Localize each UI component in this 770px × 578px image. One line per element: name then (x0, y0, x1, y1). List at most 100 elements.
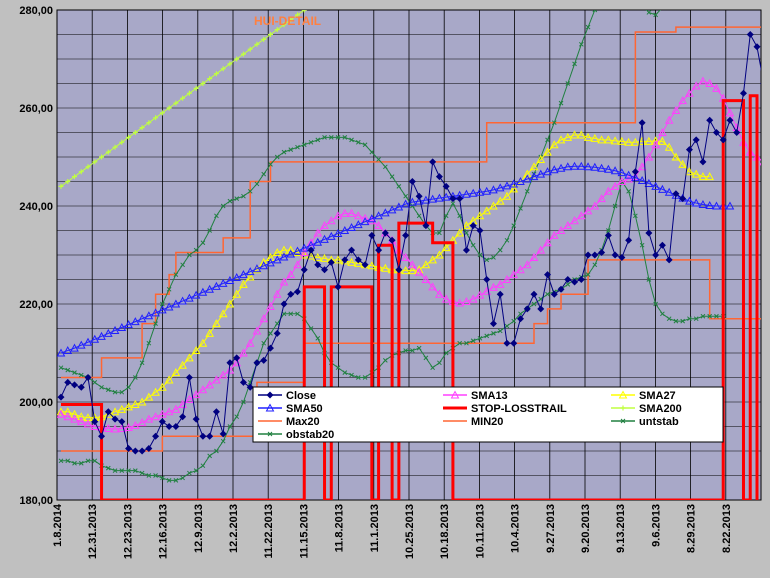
point-sma50 (522, 174, 532, 183)
point-untstab (484, 333, 490, 339)
point-close (537, 305, 545, 313)
point-sma27 (286, 245, 296, 254)
point-sma13 (536, 245, 546, 254)
point-sma13 (293, 260, 302, 269)
point-untstab (349, 372, 354, 378)
point-untstab (410, 348, 415, 353)
point-sma13 (610, 181, 620, 190)
point-sma13 (259, 314, 269, 323)
point-sma200 (99, 154, 105, 160)
point-untstab (545, 291, 550, 297)
point-close (192, 415, 200, 423)
point-sma200 (220, 66, 226, 72)
point-sma13 (455, 298, 465, 307)
point-close (625, 236, 633, 244)
point-obstab20 (166, 286, 172, 292)
point-untstab (443, 350, 449, 356)
series-sma200 (58, 10, 307, 189)
point-close (185, 374, 193, 381)
point-obstab20 (126, 384, 131, 390)
point-sma50 (252, 264, 262, 273)
x-axis-ticks: 1.8.2014 12.31.2013 12.23.2013 12.16.2013 12… (52, 503, 733, 559)
point-close (739, 89, 747, 97)
point-sma13 (272, 289, 282, 298)
point-obstab20 (261, 171, 267, 177)
point-sma27 (218, 309, 228, 318)
point-sma13 (516, 265, 525, 274)
x-tick-label: 12.23.2013 (122, 504, 134, 559)
point-sma50 (83, 337, 93, 346)
point-obstab20 (295, 144, 300, 150)
legend-label: Close (286, 390, 316, 402)
point-sma27 (489, 201, 498, 210)
point-obstab20 (646, 10, 652, 15)
point-close (314, 261, 322, 269)
point-sma200 (85, 164, 91, 170)
point-sma50 (597, 163, 606, 172)
point-sma50 (489, 185, 498, 194)
point-sma50 (232, 272, 242, 282)
point-sma13 (529, 252, 539, 261)
point-sma200 (295, 12, 301, 18)
point-sma13 (279, 277, 289, 286)
point-sma50 (387, 205, 397, 214)
point-obstab20 (207, 228, 213, 233)
point-obstab20 (105, 387, 111, 393)
point-close (348, 246, 356, 254)
point-close (71, 381, 79, 389)
point-obstab20 (585, 24, 591, 30)
x-tick-label: 9.13.2013 (615, 504, 627, 553)
point-close (571, 278, 579, 286)
x-tick-label: 8.22.2013 (721, 504, 733, 553)
point-obstab20 (491, 255, 496, 260)
point-sma27 (624, 137, 633, 146)
point-sma27 (570, 130, 579, 139)
x-tick-label: 12.9.2013 (193, 504, 205, 553)
x-tick-label: 11.1.2013 (369, 504, 381, 552)
point-sma13 (637, 162, 647, 171)
point-sma50 (658, 184, 667, 193)
y-tick-label: 240,00 (19, 201, 53, 213)
point-sma50 (576, 161, 586, 170)
point-sma50 (299, 243, 309, 252)
point-sma50 (333, 228, 343, 237)
point-sma27 (266, 252, 275, 261)
point-sma13 (651, 140, 660, 149)
point-sma50 (691, 198, 701, 207)
point-sma27 (597, 135, 606, 144)
point-sma50 (171, 299, 181, 308)
point-untstab (673, 318, 679, 324)
point-sma27 (631, 137, 640, 146)
point-untstab (342, 370, 348, 375)
point-sma13 (576, 211, 586, 220)
point-close (699, 158, 707, 166)
point-sma27 (198, 338, 208, 347)
point-sma50 (90, 334, 100, 343)
series-max20 (61, 26, 761, 379)
point-close (402, 231, 410, 239)
series-close (57, 31, 761, 455)
point-sma50 (468, 188, 478, 197)
point-untstab (585, 272, 591, 277)
point-sma13 (171, 404, 181, 413)
point-untstab (504, 323, 510, 329)
point-close (239, 378, 247, 386)
point-sma27 (191, 345, 201, 355)
point-sma13 (678, 96, 688, 105)
point-sma13 (428, 282, 437, 291)
point-obstab20 (355, 139, 361, 145)
point-sma50 (428, 194, 437, 203)
series-line-stoploss (61, 94, 759, 500)
point-untstab (153, 473, 158, 478)
point-sma50 (543, 167, 552, 176)
series-stoploss (61, 94, 759, 500)
point-untstab (592, 262, 598, 268)
legend-marker (266, 391, 274, 399)
point-sma50 (705, 200, 715, 210)
point-untstab (612, 203, 618, 209)
point-sma13 (320, 221, 329, 230)
point-sma50 (151, 308, 160, 317)
point-close (557, 285, 565, 293)
point-sma27 (63, 407, 73, 416)
point-obstab20 (288, 147, 294, 153)
